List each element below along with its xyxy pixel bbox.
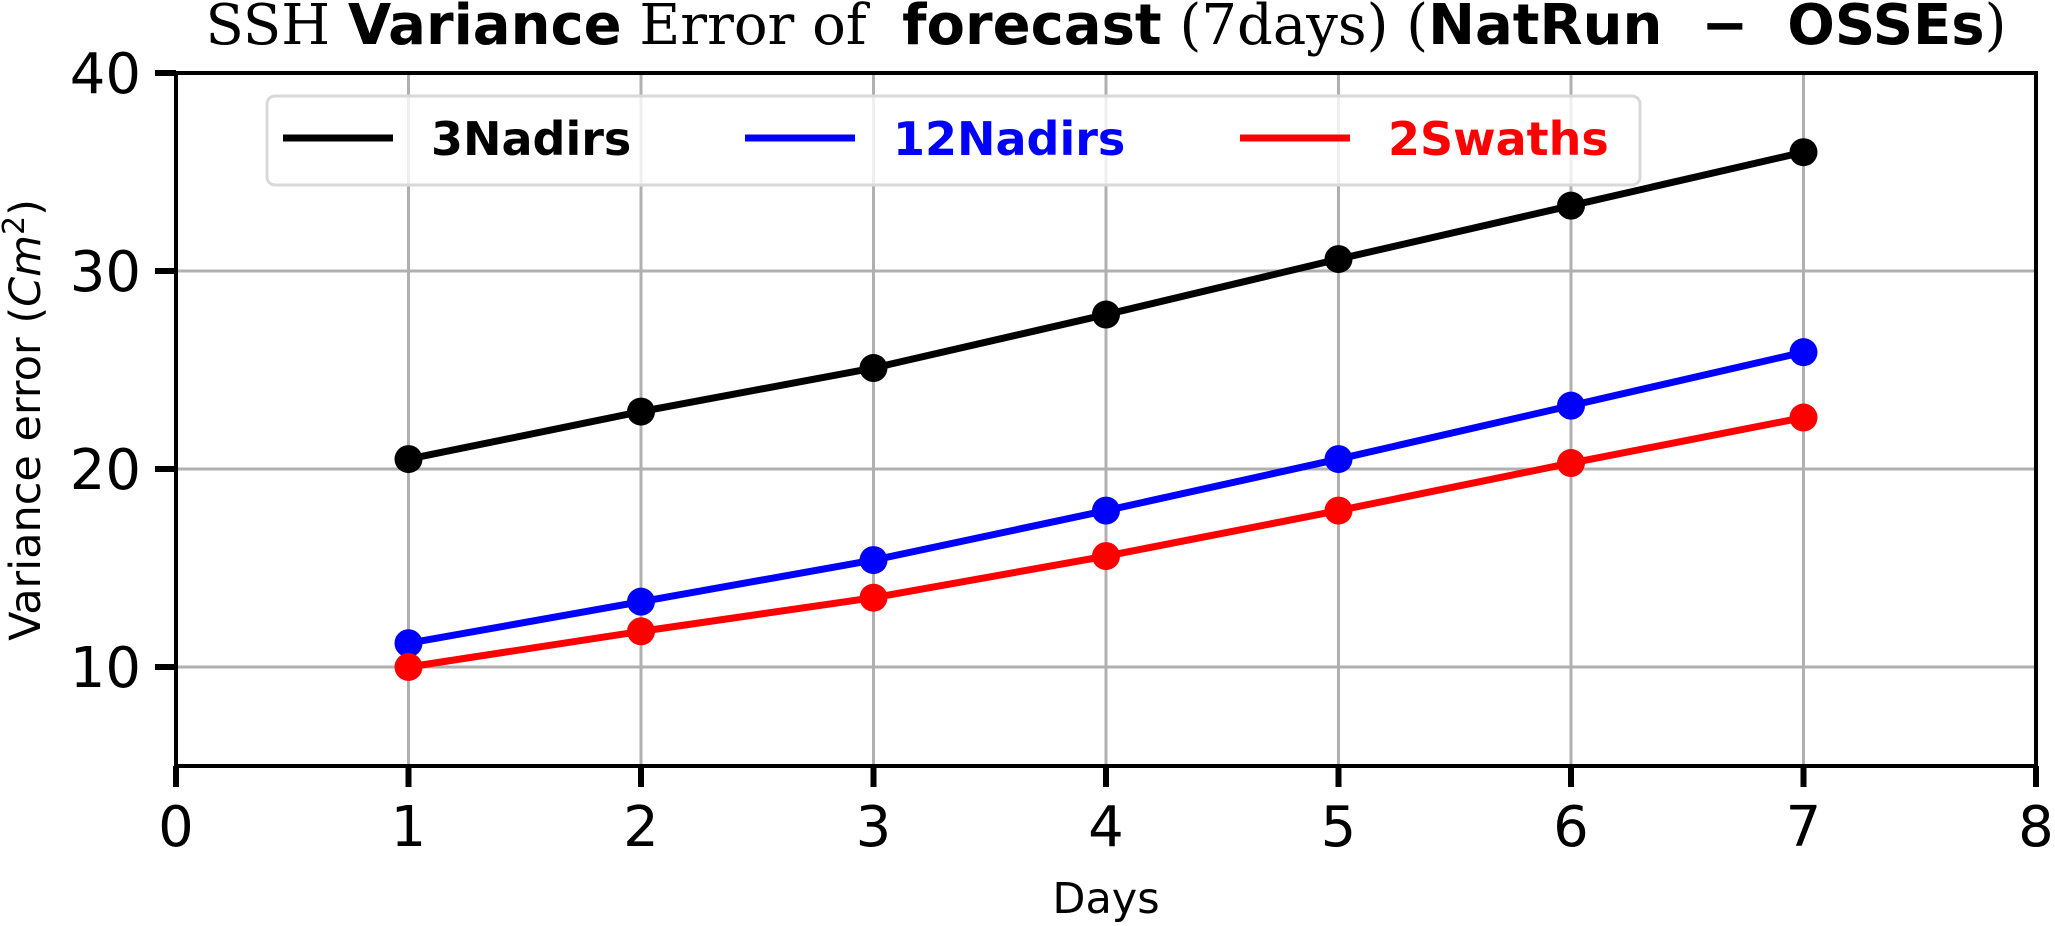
title-part: forecast bbox=[902, 0, 1162, 58]
x-tick-label: 5 bbox=[1321, 795, 1357, 860]
data-point bbox=[1092, 496, 1120, 525]
y-tick-label: 10 bbox=[70, 636, 141, 701]
legend-label: 3Nadirs bbox=[431, 112, 631, 166]
x-tick-label: 7 bbox=[1786, 795, 1822, 860]
series-3nadirs bbox=[394, 138, 1818, 474]
title-part: SSH bbox=[206, 0, 348, 58]
x-tick-label: 2 bbox=[623, 795, 659, 860]
ylabel-superscript: 2 bbox=[0, 216, 32, 235]
title-part: NatRun − OSSEs bbox=[1428, 0, 1985, 58]
data-point bbox=[394, 653, 423, 681]
legend-entry-2swaths: 2Swaths bbox=[1240, 112, 1609, 166]
x-tick-label: 8 bbox=[2018, 795, 2054, 860]
data-point bbox=[1789, 403, 1818, 432]
data-point bbox=[1789, 138, 1818, 167]
series-2swaths bbox=[394, 403, 1818, 681]
data-series bbox=[394, 138, 1818, 681]
legend-entry-12nadirs: 12Nadirs bbox=[745, 112, 1125, 166]
x-axis-label: Days bbox=[1052, 874, 1159, 924]
legend-label: 2Swaths bbox=[1388, 112, 1609, 166]
ylabel-text: Variance error ( bbox=[1, 307, 51, 641]
data-point bbox=[859, 354, 888, 383]
data-point bbox=[1092, 542, 1120, 571]
x-tick-label: 4 bbox=[1088, 795, 1124, 860]
data-point bbox=[1557, 191, 1585, 220]
data-point bbox=[1789, 338, 1818, 367]
data-point bbox=[1324, 445, 1353, 474]
data-point bbox=[627, 397, 655, 426]
y-tick-label: 40 bbox=[70, 42, 141, 107]
y-tick-label: 20 bbox=[70, 438, 141, 503]
title-part: Variance bbox=[348, 0, 622, 58]
x-tick-label: 1 bbox=[391, 795, 427, 860]
legend: 3Nadirs 12Nadirs 2Swaths bbox=[265, 94, 1642, 187]
data-point bbox=[394, 445, 423, 474]
legend-label: 12Nadirs bbox=[893, 112, 1125, 166]
series-12nadirs bbox=[394, 338, 1818, 658]
y-axis-label: Variance error (Cm2) bbox=[0, 199, 51, 641]
data-point bbox=[1324, 496, 1353, 525]
chart-title: SSH Variance Error of forecast (7days) (… bbox=[206, 0, 2007, 58]
data-point bbox=[1557, 391, 1585, 420]
data-point bbox=[859, 546, 888, 575]
ylabel-close: ) bbox=[1, 199, 51, 216]
data-point bbox=[1092, 300, 1120, 329]
x-tick-label: 6 bbox=[1553, 795, 1589, 860]
ylabel-unit: Cm bbox=[1, 235, 51, 307]
data-point bbox=[394, 629, 423, 658]
data-point bbox=[1324, 245, 1353, 274]
title-part: ) bbox=[1985, 0, 2007, 58]
axis-ticks: 0 1 2 3 4 5 6 7 8 10 20 30 40 bbox=[70, 42, 2054, 860]
data-point bbox=[1557, 449, 1585, 478]
legend-entry-3nadirs: 3Nadirs bbox=[283, 112, 631, 166]
data-point bbox=[859, 583, 888, 612]
y-tick-label: 30 bbox=[70, 240, 141, 305]
x-tick-label: 0 bbox=[158, 795, 194, 860]
data-point bbox=[627, 617, 655, 646]
legend-box bbox=[265, 94, 1642, 187]
title-part: (7days) ( bbox=[1162, 0, 1428, 58]
title-part: Error of bbox=[622, 0, 903, 58]
data-point bbox=[627, 587, 655, 616]
x-tick-label: 3 bbox=[856, 795, 892, 860]
